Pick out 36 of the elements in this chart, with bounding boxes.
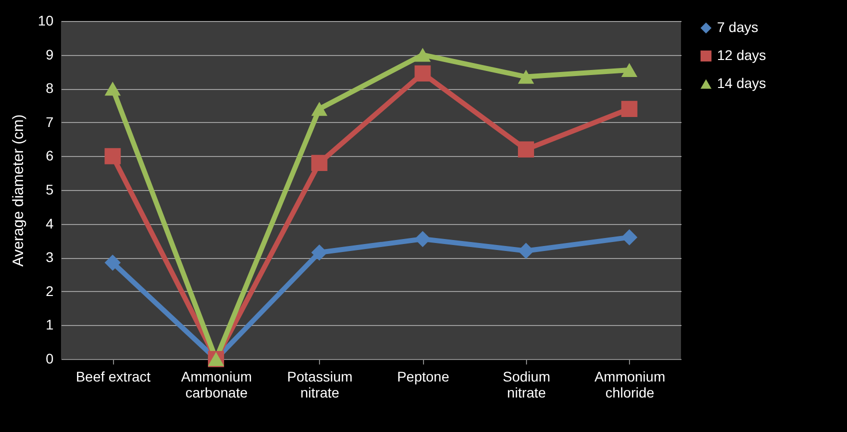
- x-tick-label: Ammonium carbonate: [181, 368, 252, 400]
- y-tick-label: 2: [46, 282, 54, 299]
- legend-label: 12 days: [717, 47, 766, 63]
- legend-label: 14 days: [717, 75, 766, 91]
- x-tick-label: Potassium nitrate: [287, 368, 353, 400]
- point: [518, 70, 534, 84]
- y-axis-title: Average diameter (cm): [10, 114, 27, 267]
- point: [621, 63, 638, 77]
- point: [414, 65, 431, 82]
- point: [104, 82, 121, 96]
- y-tick-label: 4: [46, 215, 54, 232]
- y-tick-label: 5: [46, 182, 54, 198]
- x-tick-label: Beef extract: [76, 368, 151, 384]
- point: [311, 244, 328, 261]
- point: [414, 230, 431, 248]
- y-tick-label: 1: [46, 316, 54, 333]
- point: [311, 154, 328, 172]
- x-tick-label: Peptone: [397, 368, 450, 384]
- point: [621, 229, 638, 246]
- x-tick-label: Sodium nitrate: [502, 368, 550, 400]
- legend-label: 7 days: [717, 19, 758, 35]
- point: [104, 148, 121, 164]
- point: [414, 48, 431, 62]
- y-tick-label: 10: [38, 12, 54, 28]
- y-tick-label: 9: [46, 46, 54, 62]
- y-tick-label: 6: [46, 148, 54, 164]
- y-tick-label: 0: [46, 350, 54, 366]
- point: [104, 254, 121, 271]
- point: [621, 100, 638, 117]
- y-tick-label: 8: [46, 80, 54, 96]
- y-tick-label: 7: [46, 114, 54, 130]
- x-tick-label: Ammonium chloride: [594, 368, 666, 400]
- point: [311, 102, 328, 116]
- y-tick-label: 3: [46, 249, 54, 266]
- point: [518, 141, 534, 158]
- point: [518, 242, 534, 259]
